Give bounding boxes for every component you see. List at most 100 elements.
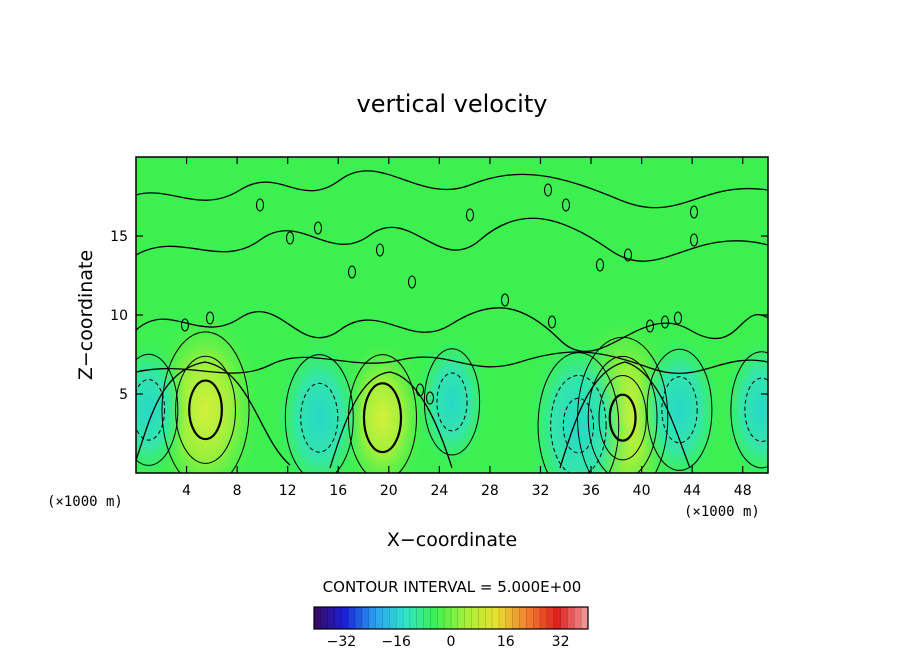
y-tick-label: 5 xyxy=(119,387,128,403)
downdraft-contour xyxy=(284,354,354,473)
contour-cell xyxy=(285,231,295,245)
colorbar-cell xyxy=(492,607,500,629)
contour-cell xyxy=(623,248,633,262)
chart-title: vertical velocity xyxy=(357,90,548,118)
colorbar-cell xyxy=(334,607,342,629)
plot-area xyxy=(136,157,768,473)
contour-cell xyxy=(561,198,571,212)
colorbar-cell xyxy=(403,607,411,629)
x-tick-label: 24 xyxy=(430,483,448,499)
contour-cell xyxy=(660,315,670,329)
downdraft-contour xyxy=(136,353,179,466)
colorbar-cell xyxy=(451,607,459,629)
x-tick-label: 48 xyxy=(734,483,752,499)
updraft-contour xyxy=(598,375,647,461)
colorbar-cell xyxy=(430,607,438,629)
x-tick-label: 44 xyxy=(683,483,701,499)
colorbar-cell xyxy=(348,607,356,629)
zero-contour xyxy=(136,170,768,209)
updraft-contour xyxy=(608,393,637,442)
colorbar-cell xyxy=(574,607,582,629)
y-tick-label: 10 xyxy=(110,308,128,324)
contour-cell xyxy=(415,383,425,397)
contour-cell xyxy=(500,293,510,307)
downdraft-contour xyxy=(730,351,768,469)
downdraft-contour xyxy=(744,377,768,442)
x-tick-label: 12 xyxy=(279,483,297,499)
colorbar-cell xyxy=(355,607,363,629)
contour-cell xyxy=(347,265,357,279)
colorbar-cell xyxy=(396,607,404,629)
updraft-contour xyxy=(188,379,223,441)
contour-cell xyxy=(255,198,265,212)
colorbar-frame xyxy=(313,606,589,630)
downdraft-contour xyxy=(550,374,607,473)
colorbar-cell xyxy=(546,607,555,629)
colorbar-tick-label: 16 xyxy=(497,634,515,650)
colorbar-cell xyxy=(327,607,336,629)
contour-cell xyxy=(407,275,417,289)
y-axis-label: Z−coordinate xyxy=(75,250,97,380)
zero-contour xyxy=(136,307,768,353)
colorbar-cell xyxy=(485,607,493,629)
updraft-contour xyxy=(348,354,417,473)
colorbar-cell xyxy=(560,607,569,629)
contour-cell xyxy=(543,183,553,197)
colorbar-cell xyxy=(375,607,384,629)
colorbar-cell xyxy=(498,607,507,629)
contour-cell xyxy=(689,233,699,247)
x-tick-label: 16 xyxy=(329,483,347,499)
downdraft-contour xyxy=(436,372,468,432)
colorbar-cell xyxy=(512,607,521,629)
colorbar-cell xyxy=(320,607,329,629)
zero-contour xyxy=(329,371,453,469)
colorbar-tick-label: 0 xyxy=(447,634,456,650)
colorbar-cell xyxy=(567,607,575,629)
colorbar xyxy=(313,606,589,630)
zero-contour xyxy=(136,361,291,466)
contour-cell xyxy=(673,311,683,325)
contour-cell xyxy=(465,208,475,222)
downdraft-contour xyxy=(300,382,339,453)
colorbar-cell xyxy=(361,607,370,629)
contour-cell xyxy=(425,391,435,405)
colorbar-cell xyxy=(471,607,479,629)
x-tick-label: 36 xyxy=(582,483,600,499)
contour-cell xyxy=(595,258,605,272)
x-axis-unit-right: (×1000 m) xyxy=(684,504,760,520)
colorbar-cell xyxy=(368,607,377,629)
colorbar-cell xyxy=(341,607,349,629)
downdraft-contour xyxy=(646,348,713,471)
contour-cell xyxy=(547,315,557,329)
colorbar-cell xyxy=(540,607,548,629)
updraft-contour xyxy=(362,382,403,454)
colorbar-tick-label: 32 xyxy=(552,634,570,650)
colorbar-cell xyxy=(437,607,445,629)
colorbar-cell xyxy=(416,607,425,629)
updraft-contour xyxy=(161,331,250,473)
colorbar-cell xyxy=(519,607,527,629)
colorbar-cell xyxy=(457,607,466,629)
contour-cell xyxy=(180,318,190,332)
x-tick-label: 40 xyxy=(633,483,651,499)
x-tick-label: 20 xyxy=(380,483,398,499)
x-axis-unit-left: (×1000 m) xyxy=(47,494,123,510)
y-tick-label: 15 xyxy=(110,229,128,245)
colorbar-cell xyxy=(553,607,562,629)
colorbar-cell xyxy=(423,607,432,629)
x-tick-label: 8 xyxy=(233,483,242,499)
contour-interval-text: CONTOUR INTERVAL = 5.000E+00 xyxy=(323,578,582,596)
x-tick-label: 4 xyxy=(182,483,191,499)
x-axis-label: X−coordinate xyxy=(387,529,517,551)
contour-cell xyxy=(645,319,655,333)
downdraft-contour xyxy=(136,378,166,441)
colorbar-tick-label: −16 xyxy=(381,634,411,650)
downdraft-fill xyxy=(415,331,489,473)
colorbar-cell xyxy=(409,607,418,629)
colorbar-cell xyxy=(444,607,452,629)
colorbar-cell xyxy=(464,607,473,629)
colorbar-cell xyxy=(505,607,514,629)
colorbar-tick-label: −32 xyxy=(327,634,357,650)
contour-cell xyxy=(205,311,215,325)
